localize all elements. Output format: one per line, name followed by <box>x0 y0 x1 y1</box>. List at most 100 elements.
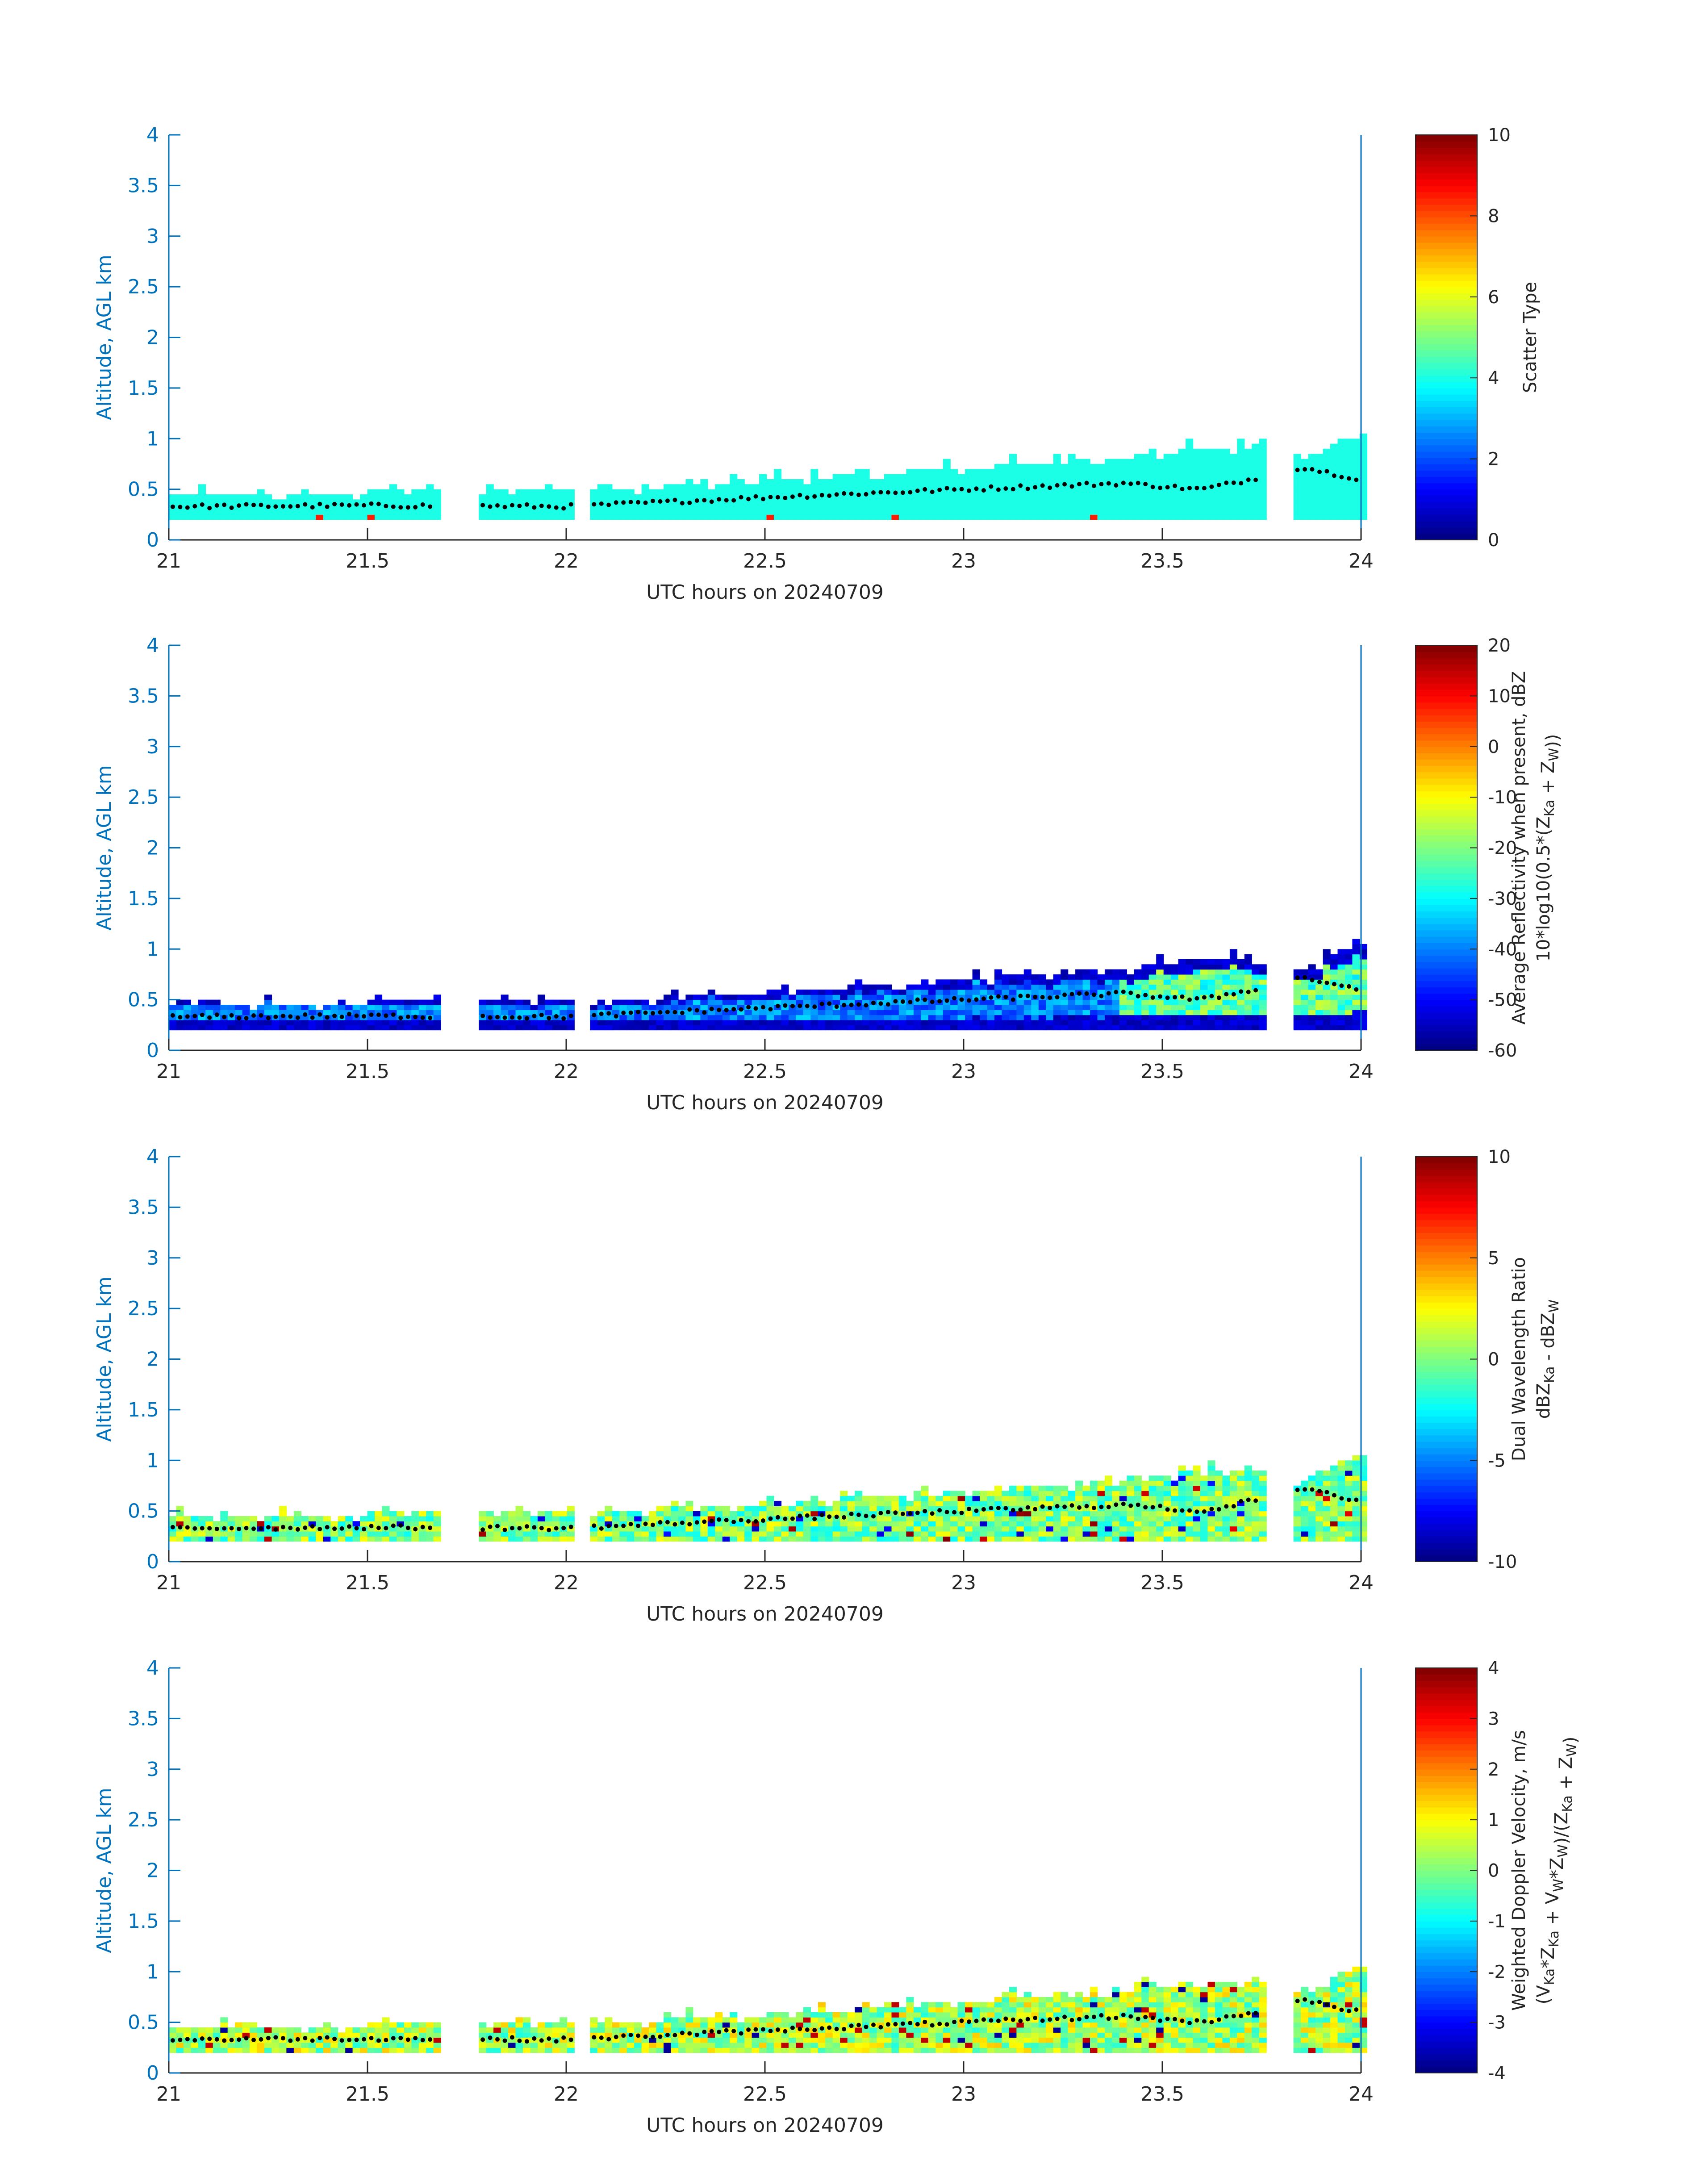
heatmap-cell <box>1053 1500 1061 1506</box>
marker-dot <box>592 502 597 507</box>
colorbar-band <box>1416 1308 1477 1316</box>
heatmap-cell <box>1023 969 1031 975</box>
heatmap-cell <box>1097 474 1105 480</box>
heatmap-cell <box>426 510 434 515</box>
heatmap-cell <box>862 484 870 490</box>
heatmap-cell <box>501 510 509 515</box>
heatmap-cell <box>367 494 375 500</box>
colorbar-band <box>1416 765 1477 773</box>
heatmap-cell <box>389 2032 397 2038</box>
heatmap-cell <box>1229 1005 1237 1010</box>
marker-dot <box>317 501 322 506</box>
colorbar-band <box>1416 1182 1477 1189</box>
heatmap-cell <box>847 1020 855 1025</box>
heatmap-cell <box>928 1015 936 1020</box>
marker-dot <box>1062 1504 1067 1509</box>
heatmap-cell <box>235 2047 243 2053</box>
heatmap-cell <box>855 1526 863 1532</box>
heatmap-cell <box>1046 474 1054 480</box>
heatmap-cell <box>913 479 921 485</box>
heatmap-cell <box>345 1025 353 1031</box>
heatmap-cell <box>789 479 797 485</box>
heatmap-cell <box>316 1531 324 1537</box>
heatmap-cell <box>1163 1475 1171 1481</box>
heatmap-cell <box>722 1506 730 1512</box>
heatmap-cell <box>1002 1025 1010 1031</box>
heatmap-cell <box>921 1010 929 1015</box>
heatmap-cell <box>227 1536 235 1542</box>
heatmap-cell <box>943 489 951 495</box>
heatmap-cell <box>1359 448 1367 454</box>
heatmap-cell <box>898 479 906 485</box>
heatmap-cell <box>530 1025 538 1031</box>
heatmap-cell <box>722 1010 730 1015</box>
marker-dot <box>885 1510 890 1515</box>
heatmap-cell <box>781 484 789 490</box>
heatmap-cell <box>330 2032 338 2038</box>
heatmap-cell <box>972 510 980 515</box>
heatmap-cell <box>1229 959 1237 965</box>
heatmap-cell <box>1308 1025 1316 1031</box>
heatmap-cell <box>1244 484 1252 490</box>
heatmap-cell <box>1222 1010 1230 1015</box>
marker-dot <box>480 503 485 508</box>
colorbar-band <box>1416 312 1477 319</box>
heatmap-cell <box>1178 1536 1186 1542</box>
heatmap-cell <box>715 510 723 515</box>
colorbar-band <box>1416 867 1477 873</box>
heatmap-cell <box>560 499 568 505</box>
heatmap-cell <box>330 1025 338 1031</box>
heatmap-cell <box>205 1020 213 1025</box>
heatmap-cell <box>1156 494 1164 500</box>
heatmap-cell <box>1104 1480 1112 1486</box>
marker-dot <box>592 1523 597 1528</box>
heatmap-cell <box>1009 1005 1017 1010</box>
heatmap-cell <box>501 994 509 1000</box>
heatmap-cell <box>1359 1485 1367 1491</box>
heatmap-cell <box>286 510 294 515</box>
heatmap-cell <box>884 504 892 510</box>
heatmap-cell <box>1193 974 1201 980</box>
heatmap-cell <box>567 510 575 515</box>
heatmap-cell <box>198 1521 206 1527</box>
heatmap-cell <box>693 1526 701 1532</box>
heatmap-cell <box>671 1506 679 1512</box>
heatmap-cell <box>367 1516 375 1521</box>
marker-dot <box>539 503 544 508</box>
marker-dot <box>1106 481 1111 486</box>
heatmap-cell <box>1090 1485 1098 1491</box>
colorbar-band <box>1416 1327 1477 1334</box>
heatmap-cell <box>250 499 258 505</box>
heatmap-cell <box>862 1010 870 1015</box>
heatmap-cell <box>257 494 265 500</box>
heatmap-cell <box>1323 474 1331 480</box>
heatmap-cell <box>759 999 767 1005</box>
heatmap-cell <box>1104 1485 1112 1491</box>
heatmap-cell <box>869 1020 877 1025</box>
heatmap-cell <box>1293 464 1301 469</box>
heatmap-cell <box>1002 989 1010 995</box>
heatmap-cell <box>1222 1005 1230 1010</box>
heatmap-cell <box>1023 1500 1031 1506</box>
heatmap-cell <box>1009 1536 1017 1542</box>
heatmap-cell <box>1023 999 1031 1005</box>
heatmap-cell <box>1061 1516 1069 1521</box>
heatmap-cell <box>1082 979 1090 985</box>
heatmap-cell <box>523 999 531 1005</box>
marker-dot <box>1018 1507 1023 1512</box>
heatmap-cell <box>1082 494 1090 500</box>
heatmap-cell <box>1252 1511 1260 1517</box>
marker-dot <box>1003 994 1008 999</box>
heatmap-cell <box>404 1531 412 1537</box>
heatmap-cell <box>1229 1511 1237 1517</box>
heatmap-cell <box>1016 469 1024 475</box>
heatmap-cell <box>352 1020 360 1025</box>
heatmap-cell <box>1127 494 1135 500</box>
heatmap-cell <box>493 1025 501 1031</box>
heatmap-cell <box>1061 994 1069 1000</box>
heatmap-cell <box>1016 1491 1024 1496</box>
heatmap-cell <box>1090 1521 1098 1527</box>
marker-dot <box>1317 1488 1322 1493</box>
heatmap-cell <box>1082 999 1090 1005</box>
heatmap-cell <box>1359 1010 1367 1015</box>
